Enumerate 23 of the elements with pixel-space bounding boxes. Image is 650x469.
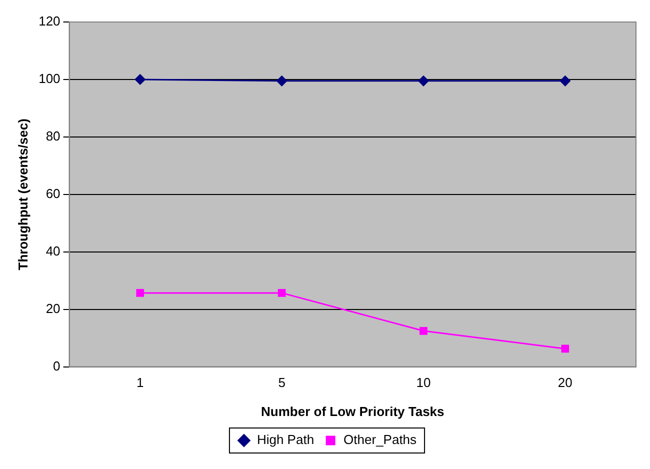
x-tick-label: 1 (136, 375, 144, 390)
y-tick-label: 120 (38, 14, 60, 29)
y-tick-label: 60 (46, 186, 60, 201)
y-tick-label: 0 (53, 358, 60, 374)
legend-label: High Path (256, 432, 314, 448)
y-tick-label: 80 (46, 128, 60, 144)
x-tick-label: 5 (278, 375, 286, 390)
y-tick-label: 100 (38, 71, 60, 86)
legend-label: Other_Paths (344, 432, 418, 448)
point (561, 344, 570, 353)
y-tick-label: 40 (46, 243, 60, 258)
x-tick-label: 20 (558, 375, 572, 390)
x-axis-title: Number of Low Priority Tasks (261, 404, 444, 419)
point (276, 76, 288, 86)
point (560, 76, 570, 86)
y-tick-label: 20 (46, 300, 60, 316)
point (278, 289, 286, 297)
point (136, 289, 144, 297)
y-axis-title: Throughput (events/sec) (15, 118, 30, 270)
x-tick-label: 10 (416, 375, 431, 390)
point (420, 326, 428, 335)
point (134, 74, 146, 85)
point (418, 76, 429, 86)
